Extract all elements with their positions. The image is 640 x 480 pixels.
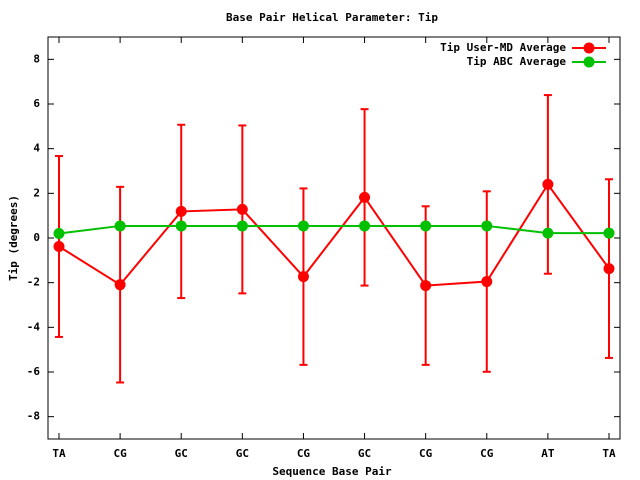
x-tick-label: GC bbox=[358, 447, 371, 460]
legend-label: Tip User-MD Average bbox=[440, 41, 566, 54]
x-tick-label: GC bbox=[236, 447, 249, 460]
point bbox=[359, 191, 371, 203]
point bbox=[175, 220, 187, 232]
legend-label: Tip ABC Average bbox=[467, 55, 567, 68]
x-tick-label: TA bbox=[602, 447, 616, 460]
point bbox=[420, 280, 432, 292]
y-tick-label: 2 bbox=[33, 186, 40, 199]
y-tick-label: 0 bbox=[33, 231, 40, 244]
point bbox=[542, 178, 554, 190]
point bbox=[542, 227, 554, 239]
x-tick-label: CG bbox=[480, 447, 494, 460]
point bbox=[603, 227, 615, 239]
y-tick-label: -6 bbox=[27, 365, 41, 378]
point bbox=[297, 220, 309, 232]
point bbox=[175, 205, 187, 217]
point bbox=[114, 279, 126, 291]
x-tick-label: CG bbox=[419, 447, 433, 460]
point bbox=[53, 240, 65, 252]
y-tick-label: -8 bbox=[27, 410, 40, 423]
y-tick-label: 6 bbox=[33, 97, 40, 110]
point bbox=[481, 220, 493, 232]
x-tick-label: TA bbox=[52, 447, 66, 460]
x-tick-label: CG bbox=[297, 447, 311, 460]
point bbox=[481, 276, 493, 288]
x-tick-label: CG bbox=[113, 447, 127, 460]
y-axis-label: Tip (degrees) bbox=[7, 195, 20, 281]
x-tick-label: GC bbox=[175, 447, 188, 460]
point bbox=[236, 203, 248, 215]
y-tick-label: -2 bbox=[27, 276, 40, 289]
series-line bbox=[58, 224, 609, 235]
legend-marker bbox=[583, 56, 595, 68]
point bbox=[53, 228, 65, 240]
series-line bbox=[58, 182, 610, 287]
y-tick-label: 8 bbox=[33, 52, 40, 65]
point bbox=[420, 220, 432, 232]
chart-title: Base Pair Helical Parameter: Tip bbox=[226, 11, 438, 24]
x-tick-label: AT bbox=[541, 447, 555, 460]
x-axis-label: Sequence Base Pair bbox=[272, 465, 392, 478]
point bbox=[297, 271, 309, 283]
point bbox=[359, 220, 371, 232]
point bbox=[603, 263, 615, 275]
legend-marker bbox=[583, 42, 595, 54]
y-tick-label: 4 bbox=[33, 142, 40, 155]
point bbox=[236, 220, 248, 232]
y-tick-label: -4 bbox=[27, 320, 41, 333]
point bbox=[114, 220, 126, 232]
